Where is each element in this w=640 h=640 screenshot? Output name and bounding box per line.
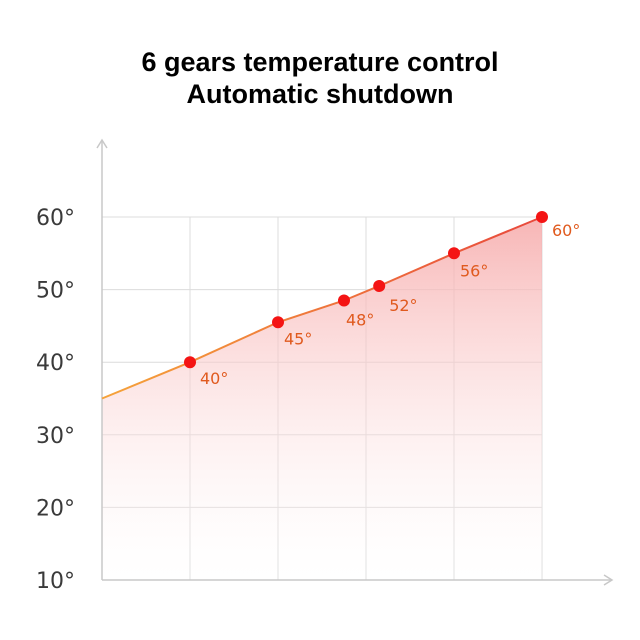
data-point-label: 40° xyxy=(200,369,228,388)
data-point-label: 56° xyxy=(460,261,488,280)
data-point-label: 48° xyxy=(346,310,374,329)
chart-title-line-2: Automatic shutdown xyxy=(186,79,454,109)
y-tick-label: 40° xyxy=(36,351,75,376)
y-tick-label: 30° xyxy=(36,424,75,449)
y-tick-label: 60° xyxy=(36,206,75,231)
area-fill xyxy=(102,217,542,580)
chart-title: 6 gears temperature control Automatic sh… xyxy=(0,46,640,110)
data-point-marker xyxy=(536,211,548,223)
data-point-marker xyxy=(448,247,460,260)
data-point-marker xyxy=(184,356,196,369)
y-tick-label: 50° xyxy=(36,279,75,304)
x-axis-arrow-icon xyxy=(603,574,614,586)
y-tick-label: 10° xyxy=(36,569,75,594)
data-point-label: 52° xyxy=(389,296,417,315)
chart-title-line-1: 6 gears temperature control xyxy=(141,47,499,77)
data-point-marker xyxy=(338,294,350,307)
y-tick-label: 20° xyxy=(36,496,75,521)
y-axis-arrow-icon xyxy=(96,138,108,149)
data-point-marker xyxy=(373,279,386,292)
data-point-marker xyxy=(272,316,284,329)
data-point-label: 45° xyxy=(284,329,312,348)
data-point-label: 60° xyxy=(552,221,580,240)
